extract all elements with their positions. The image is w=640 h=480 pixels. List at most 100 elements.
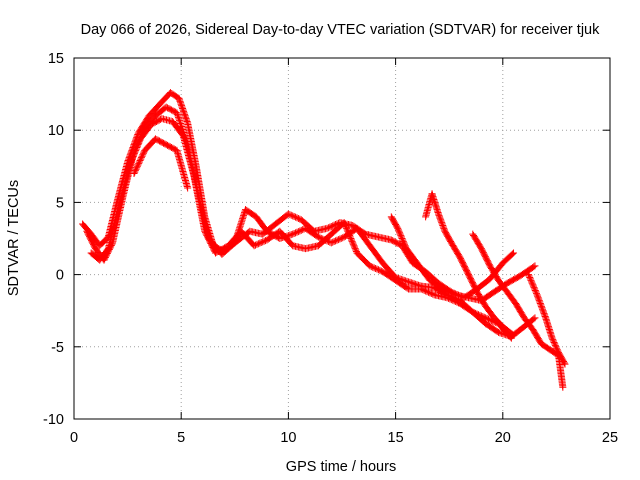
- data-point: [183, 118, 191, 126]
- data-point: [437, 217, 445, 225]
- data-point: [341, 220, 349, 228]
- data-point: [182, 113, 190, 121]
- data-point: [400, 240, 408, 248]
- data-point: [397, 233, 405, 241]
- data-point: [181, 112, 189, 120]
- data-point: [138, 152, 146, 160]
- data-point: [373, 265, 381, 273]
- data-point: [346, 233, 354, 241]
- data-point: [510, 331, 518, 339]
- data-point: [560, 359, 568, 367]
- data-point: [394, 226, 402, 234]
- data-point: [550, 338, 558, 346]
- data-point: [126, 161, 134, 169]
- data-point: [132, 146, 140, 154]
- data-point: [134, 141, 142, 149]
- data-point: [483, 315, 491, 323]
- data-point: [348, 237, 356, 245]
- data-point: [530, 315, 538, 323]
- data-point: [350, 242, 358, 250]
- data-point: [133, 142, 141, 150]
- data-point: [316, 234, 324, 242]
- data-point: [528, 278, 536, 286]
- data-point: [369, 263, 377, 271]
- series-arc-6: [422, 190, 518, 339]
- data-point: [532, 288, 540, 296]
- data-point: [531, 285, 539, 293]
- data-point: [427, 290, 435, 298]
- data-point: [528, 279, 536, 287]
- data-point: [327, 239, 335, 247]
- data-point: [446, 295, 454, 303]
- data-point: [535, 297, 543, 305]
- data-point: [128, 155, 136, 163]
- data-point: [400, 239, 408, 247]
- data-point: [372, 265, 380, 273]
- data-point: [551, 341, 559, 349]
- data-point: [534, 294, 542, 302]
- data-point: [539, 307, 547, 315]
- data-point: [540, 310, 548, 318]
- data-point: [179, 105, 187, 113]
- data-point: [394, 224, 402, 232]
- data-point: [442, 286, 450, 294]
- data-point: [175, 116, 183, 124]
- data-point: [532, 289, 540, 297]
- data-point: [177, 99, 185, 107]
- data-point: [347, 235, 355, 242]
- data-point: [297, 226, 305, 234]
- data-point: [134, 161, 142, 169]
- data-point: [173, 110, 181, 118]
- data-point: [426, 289, 434, 297]
- data-point: [436, 213, 444, 221]
- data-point: [289, 212, 297, 220]
- data-point: [452, 298, 460, 306]
- data-point: [396, 230, 404, 238]
- data-point: [561, 360, 569, 368]
- data-point: [135, 158, 143, 166]
- data-point: [472, 309, 480, 317]
- data-point: [183, 116, 191, 124]
- data-point: [398, 235, 406, 242]
- x-tick-label: 20: [495, 430, 511, 446]
- data-point: [330, 221, 338, 229]
- data-point: [175, 94, 183, 102]
- data-point: [549, 337, 557, 345]
- data-point: [174, 113, 182, 121]
- data-point: [397, 232, 405, 240]
- data-point: [548, 334, 556, 342]
- data-point: [257, 239, 265, 247]
- data-point: [131, 148, 139, 156]
- data-point: [129, 154, 137, 162]
- data-point: [176, 97, 184, 105]
- data-point: [367, 263, 375, 271]
- data-point: [477, 312, 485, 320]
- data-point: [287, 211, 295, 219]
- data-point: [482, 314, 490, 322]
- data-point: [330, 238, 338, 246]
- data-point: [443, 287, 451, 295]
- data-point: [132, 165, 140, 173]
- data-point: [340, 219, 348, 227]
- data-point: [349, 239, 357, 247]
- data-point: [135, 159, 143, 167]
- data-point: [553, 344, 561, 352]
- data-point: [480, 313, 488, 321]
- data-point: [419, 286, 427, 294]
- data-point: [175, 115, 183, 123]
- data-point: [435, 211, 443, 219]
- data-point: [352, 246, 360, 254]
- data-point: [180, 109, 188, 117]
- data-point: [256, 239, 264, 247]
- data-point: [126, 159, 134, 167]
- data-point: [176, 119, 184, 127]
- data-point: [135, 138, 143, 146]
- data-point: [453, 298, 461, 306]
- data-point: [434, 210, 442, 218]
- data-point: [346, 232, 354, 240]
- data-point: [526, 273, 534, 281]
- data-point: [349, 240, 357, 248]
- data-point: [475, 311, 483, 319]
- data-point: [333, 236, 341, 244]
